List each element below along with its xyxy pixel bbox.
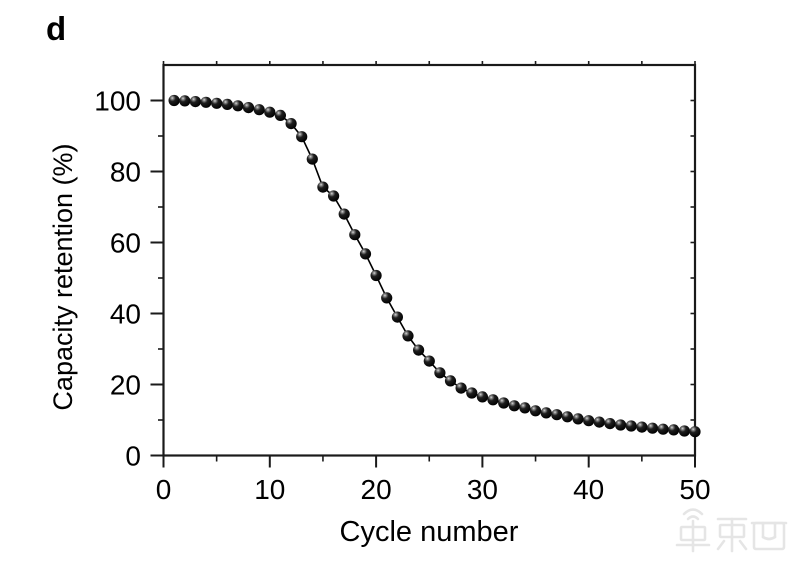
- data-line: [174, 99, 696, 433]
- data-point: [561, 411, 574, 423]
- data-point: [370, 269, 382, 282]
- data-point: [434, 367, 446, 379]
- data-point: [636, 421, 648, 433]
- data-point: [668, 424, 680, 436]
- y-tick-label: 40: [110, 299, 141, 330]
- data-point: [583, 415, 595, 427]
- y-tick-label: 100: [94, 86, 141, 117]
- data-point: [168, 94, 180, 107]
- x-axis-title: Cycle number: [339, 516, 519, 548]
- data-point: [423, 355, 435, 367]
- data-point: [317, 181, 329, 193]
- x-tick-label: 50: [679, 474, 710, 505]
- data-point: [359, 248, 372, 260]
- data-point: [274, 109, 286, 121]
- x-tick-label: 0: [156, 474, 172, 505]
- tick-label-layer: 0 20 40 60 80 100 0 10 20 30 40 50: [94, 86, 710, 505]
- watermark-logo: [675, 508, 788, 553]
- data-point: [551, 409, 563, 421]
- data-point: [232, 100, 244, 112]
- x-tick-label: 20: [361, 474, 392, 505]
- data-point: [508, 400, 520, 412]
- x-tick-label: 30: [467, 474, 498, 505]
- data-point: [455, 382, 467, 394]
- y-tick-label: 20: [110, 370, 141, 401]
- data-point: [466, 387, 478, 399]
- data-series-layer: [168, 94, 701, 438]
- data-point: [221, 98, 233, 110]
- data-point: [179, 95, 191, 107]
- data-point: [264, 106, 276, 118]
- data-point: [540, 407, 552, 419]
- plot-frame: [162, 63, 697, 457]
- data-point: [593, 416, 605, 428]
- data-point: [604, 418, 616, 430]
- data-point: [689, 426, 701, 438]
- data-point: [242, 102, 255, 114]
- data-point: [381, 292, 393, 304]
- data-point: [306, 153, 318, 165]
- data-point: [413, 344, 425, 356]
- data-point: [391, 311, 403, 323]
- x-tick-label: 10: [254, 474, 285, 505]
- data-point: [328, 190, 340, 202]
- y-axis-title: Capacity retention (%): [48, 143, 78, 411]
- x-tick-label: 40: [573, 474, 604, 505]
- data-point: [444, 375, 457, 387]
- data-point: [678, 425, 691, 437]
- data-point: [625, 420, 637, 432]
- data-point: [646, 422, 659, 434]
- data-point: [615, 419, 627, 431]
- data-point: [657, 423, 669, 435]
- data-point: [349, 229, 361, 241]
- data-point: [572, 413, 584, 425]
- data-point: [200, 96, 212, 108]
- data-point: [296, 131, 308, 143]
- data-point: [402, 330, 414, 342]
- y-tick-label: 60: [110, 228, 141, 259]
- data-point: [338, 208, 350, 220]
- axes-layer: [150, 61, 697, 468]
- data-point: [253, 104, 265, 116]
- data-point: [285, 118, 297, 130]
- data-point: [487, 394, 499, 406]
- data-point: [476, 391, 488, 403]
- panel-label: d: [46, 10, 67, 47]
- data-point: [189, 96, 201, 108]
- y-tick-label: 80: [110, 157, 141, 188]
- data-point: [519, 402, 531, 414]
- data-point: [498, 397, 510, 409]
- data-point: [211, 97, 223, 109]
- y-tick-label: 0: [125, 441, 141, 472]
- data-point: [529, 405, 542, 417]
